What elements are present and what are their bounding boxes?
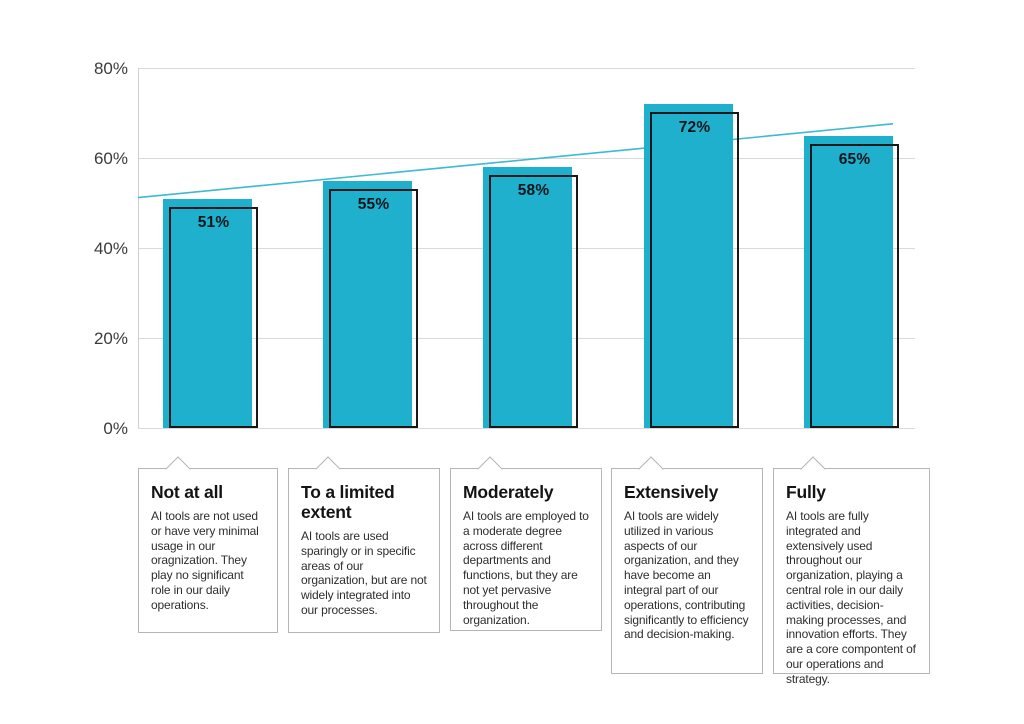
- callout-title-to-a-limited-extent: To a limited extent: [301, 482, 395, 522]
- bar-outline-extensively: [650, 112, 739, 428]
- gridline-80: [138, 68, 915, 69]
- callout-description-extensively: AI tools are widely utilized in various …: [624, 509, 749, 642]
- bar-value-label-not-at-all: 51%: [197, 213, 230, 231]
- callout-description-not-at-all: AI tools are not used or have very minim…: [151, 509, 259, 612]
- callout-fully: Fully AI tools are fully integrated and e…: [773, 455, 930, 686]
- callout-caret-not-at-all: [165, 455, 191, 482]
- callout-description-moderately: AI tools are employed to a moderate degr…: [463, 509, 589, 627]
- bar-outline-not-at-all: [169, 206, 258, 428]
- callout-description-fully: AI tools are fully integrated and extens…: [786, 509, 916, 686]
- callout-title-moderately: Moderately: [463, 482, 554, 502]
- callout-to-a-limited-extent: To a limited extent AI tools are used spa…: [288, 455, 440, 633]
- callout-caret-fully: [800, 455, 826, 482]
- bar-fully: [804, 135, 893, 428]
- bar-moderately: [483, 167, 572, 428]
- y-axis-line: [138, 68, 139, 428]
- callout-caret-moderately: [477, 455, 503, 482]
- y-axis-tick-label: 60%: [93, 149, 128, 168]
- callout-caret-to-a-limited-extent: [315, 455, 341, 482]
- bar-outline-to-a-limited-extent: [329, 188, 418, 428]
- bar-outline-moderately: [489, 175, 578, 428]
- bar-value-label-fully: 65%: [838, 150, 871, 168]
- callout-moderately: Moderately AI tools are employed to a mod…: [450, 455, 602, 631]
- gridline-0: [138, 428, 915, 429]
- bar-not-at-all: [163, 198, 252, 428]
- callout-description-to-a-limited-extent: AI tools are used sparingly or in specif…: [301, 529, 427, 617]
- callout-caret-extensively: [638, 455, 664, 482]
- y-axis-tick-label: 80%: [93, 59, 128, 78]
- bar-value-label-moderately: 58%: [517, 182, 550, 199]
- y-axis-tick-label: 20%: [93, 329, 128, 348]
- gridline-60: [138, 158, 915, 159]
- bar-extensively: [644, 104, 733, 428]
- y-axis-tick-label: 40%: [93, 239, 128, 258]
- y-axis-tick-label: 0%: [103, 419, 128, 438]
- callout-title-extensively: Extensively: [624, 482, 719, 502]
- bar-to-a-limited-extent: [323, 180, 412, 428]
- callout-title-not-at-all: Not at all: [151, 482, 223, 502]
- bar-value-label-extensively: 72%: [678, 119, 711, 136]
- callout-title-fully: Fully: [786, 482, 826, 502]
- callout-extensively: Extensively AI tools are widely utilized …: [611, 455, 763, 674]
- bar-value-label-to-a-limited-extent: 55%: [357, 195, 390, 213]
- bar-outline-fully: [810, 143, 899, 428]
- callout-not-at-all: Not at all AI tools are not used or have …: [138, 455, 278, 633]
